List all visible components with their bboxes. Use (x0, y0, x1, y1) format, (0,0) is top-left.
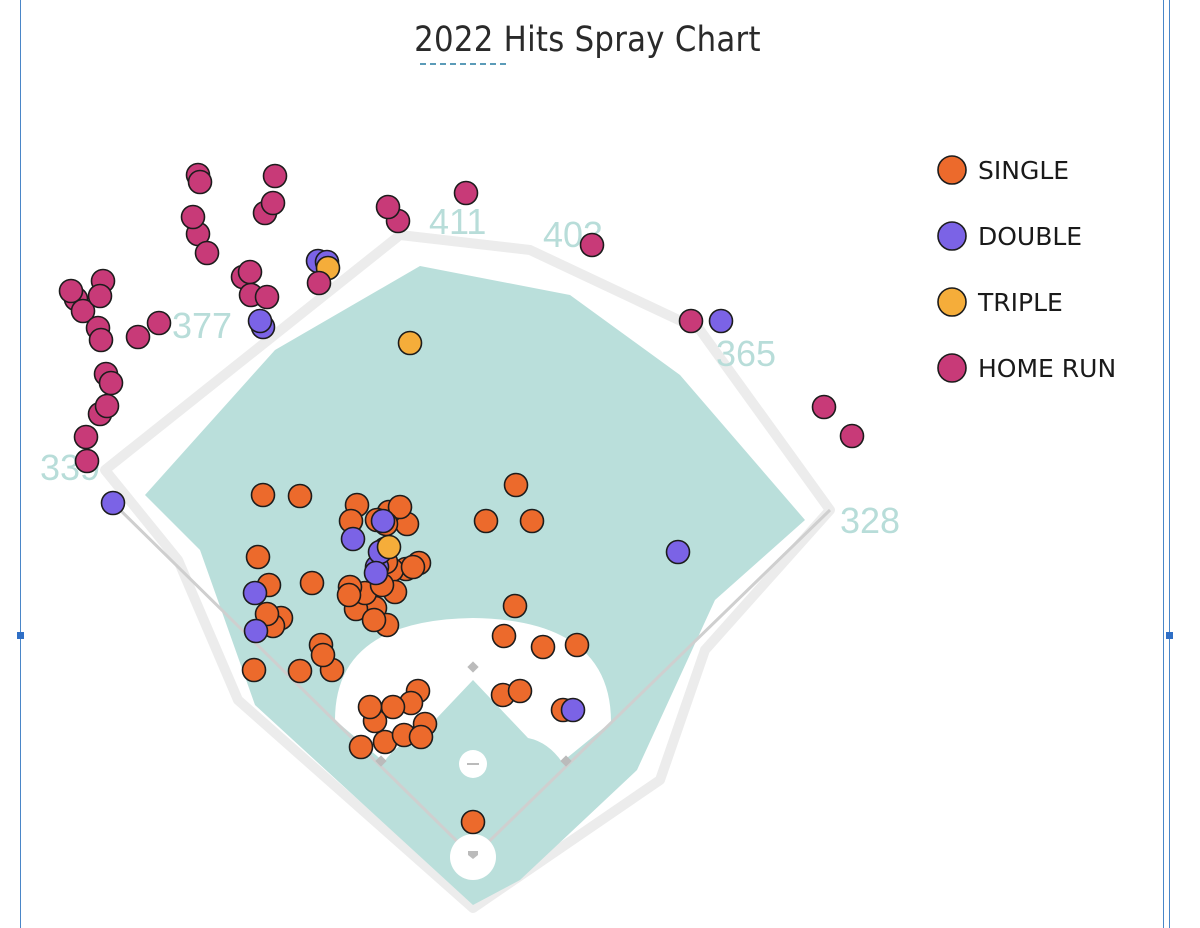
hit-point-double[interactable] (243, 618, 269, 644)
hit-point-home-run[interactable] (125, 324, 151, 350)
hit-point-double[interactable] (100, 490, 126, 516)
legend-swatch-triple (937, 287, 967, 317)
hit-point-home-run[interactable] (88, 327, 114, 353)
hit-point-home-run[interactable] (579, 232, 605, 258)
hit-point-single[interactable] (250, 482, 276, 508)
hit-point-home-run[interactable] (94, 393, 120, 419)
outfield-grass (145, 266, 805, 905)
right-foul-line (471, 508, 832, 859)
hit-point-single[interactable] (519, 508, 545, 534)
hit-point-home-run[interactable] (678, 308, 704, 334)
hit-point-home-run[interactable] (187, 169, 213, 195)
resize-handle-left[interactable] (17, 632, 24, 639)
hit-point-home-run[interactable] (194, 240, 220, 266)
hit-point-single[interactable] (357, 694, 383, 720)
hit-point-home-run[interactable] (237, 259, 263, 285)
hit-point-double[interactable] (708, 308, 734, 334)
home-plate (468, 851, 478, 859)
legend-label-single: SINGLE (978, 156, 1069, 185)
hit-point-double[interactable] (370, 508, 396, 534)
legend-swatch-home-run (937, 353, 967, 383)
first-base (560, 755, 572, 767)
distance-label-right-gap: 365 (716, 333, 776, 374)
hit-point-single[interactable] (245, 544, 271, 570)
hit-point-single[interactable] (287, 658, 313, 684)
hit-point-home-run[interactable] (180, 204, 206, 230)
hit-point-double[interactable] (242, 580, 268, 606)
hit-point-single[interactable] (502, 593, 528, 619)
hit-point-home-run[interactable] (453, 180, 479, 206)
hit-point-home-run[interactable] (306, 270, 332, 296)
hit-point-single[interactable] (299, 570, 325, 596)
hit-point-home-run[interactable] (260, 190, 286, 216)
frame-left-border (20, 0, 21, 928)
hit-point-double[interactable] (363, 560, 389, 586)
frame-right-border-outer (1169, 0, 1170, 928)
hit-point-home-run[interactable] (87, 283, 113, 309)
hit-point-home-run[interactable] (98, 370, 124, 396)
hit-point-triple[interactable] (376, 534, 402, 560)
hit-point-single[interactable] (530, 634, 556, 660)
hit-point-double[interactable] (560, 697, 586, 723)
third-base (375, 755, 387, 767)
hit-point-single[interactable] (241, 657, 267, 683)
resize-handle-right[interactable] (1166, 632, 1173, 639)
legend-swatch-double (937, 221, 967, 251)
hit-point-double[interactable] (665, 539, 691, 565)
legend-label-home-run: HOME RUN (978, 354, 1116, 383)
hit-point-home-run[interactable] (811, 394, 837, 420)
hit-point-home-run[interactable] (74, 448, 100, 474)
spellcheck-underline (420, 63, 506, 65)
hit-point-single[interactable] (473, 508, 499, 534)
legend-label-double: DOUBLE (978, 222, 1082, 251)
hit-point-single[interactable] (361, 607, 387, 633)
hit-point-double[interactable] (247, 308, 273, 334)
hit-point-home-run[interactable] (58, 278, 84, 304)
legend-swatch-single (937, 155, 967, 185)
hit-point-single[interactable] (503, 472, 529, 498)
hit-points (58, 162, 865, 835)
hit-point-single[interactable] (336, 582, 362, 608)
hit-point-single[interactable] (408, 724, 434, 750)
chart-title: 2022 Hits Spray Chart (414, 20, 761, 60)
hit-point-triple[interactable] (397, 330, 423, 356)
distance-label-right-line: 328 (840, 500, 900, 541)
hit-point-single[interactable] (460, 809, 486, 835)
hit-point-home-run[interactable] (839, 423, 865, 449)
hit-point-single[interactable] (387, 494, 413, 520)
legend-label-triple: TRIPLE (977, 288, 1063, 317)
distance-label-center: 411 (429, 201, 486, 242)
hit-point-double[interactable] (340, 526, 366, 552)
hit-point-single[interactable] (564, 632, 590, 658)
frame-right-border (1163, 0, 1164, 928)
hit-point-home-run[interactable] (262, 163, 288, 189)
hit-point-single[interactable] (491, 623, 517, 649)
hit-point-home-run[interactable] (73, 424, 99, 450)
hit-point-single[interactable] (400, 554, 426, 580)
hit-point-home-run[interactable] (70, 298, 96, 324)
hit-point-single[interactable] (287, 483, 313, 509)
hit-point-home-run[interactable] (146, 310, 172, 336)
hit-point-home-run[interactable] (254, 284, 280, 310)
legend: SINGLE DOUBLE TRIPLE HOME RUN (937, 155, 1116, 383)
hit-point-home-run[interactable] (375, 194, 401, 220)
second-base (467, 661, 479, 673)
hit-point-single[interactable] (507, 678, 533, 704)
hit-point-single[interactable] (310, 642, 336, 668)
distance-label-left-center: 377 (172, 305, 232, 346)
hit-point-single[interactable] (348, 734, 374, 760)
